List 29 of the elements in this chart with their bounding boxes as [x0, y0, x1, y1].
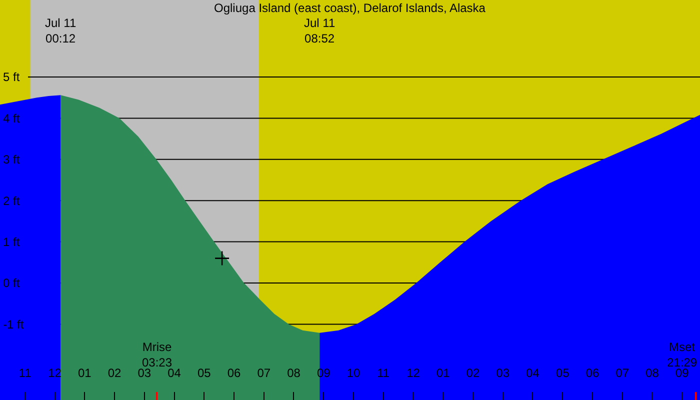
x-tick-label: 04 — [526, 366, 540, 380]
x-tick-label: 05 — [197, 366, 212, 380]
y-tick-label: 1 ft — [3, 235, 20, 250]
y-tick-label: 0 ft — [3, 276, 20, 290]
x-tick-label: 12 — [48, 366, 62, 380]
x-tick-label: 12 — [406, 366, 420, 380]
chart-title: Ogliuga Island (east coast), Delarof Islands, Alaska — [214, 1, 486, 15]
x-tick-label: 02 — [108, 366, 122, 380]
x-tick-label: 07 — [616, 366, 630, 380]
y-tick-label: 3 ft — [3, 152, 20, 167]
x-tick-label: 08 — [287, 366, 301, 380]
x-tick-label: 03 — [496, 366, 510, 380]
x-tick-label: 10 — [346, 366, 360, 380]
x-tick-label: 08 — [646, 366, 660, 380]
x-tick-label: 05 — [556, 366, 570, 380]
x-tick-label: 11 — [377, 366, 390, 380]
x-tick-label: 01 — [436, 366, 450, 380]
y-tick-label: 2 ft — [3, 194, 20, 208]
x-tick-label: 11 — [18, 366, 32, 380]
annotation: Jul 11 08:52 — [304, 16, 336, 46]
y-tick-label: -1 ft — [3, 317, 24, 332]
x-tick-label: 02 — [466, 366, 480, 380]
y-tick-label: 4 ft — [3, 111, 20, 126]
y-tick-label: 5 ft — [3, 70, 20, 84]
x-tick-label: 01 — [78, 366, 92, 380]
x-tick-label: 06 — [586, 366, 600, 380]
x-tick-label: 07 — [257, 366, 271, 380]
annotation: Jul 11 00:12 — [45, 16, 76, 46]
x-tick-label: 06 — [227, 366, 241, 380]
